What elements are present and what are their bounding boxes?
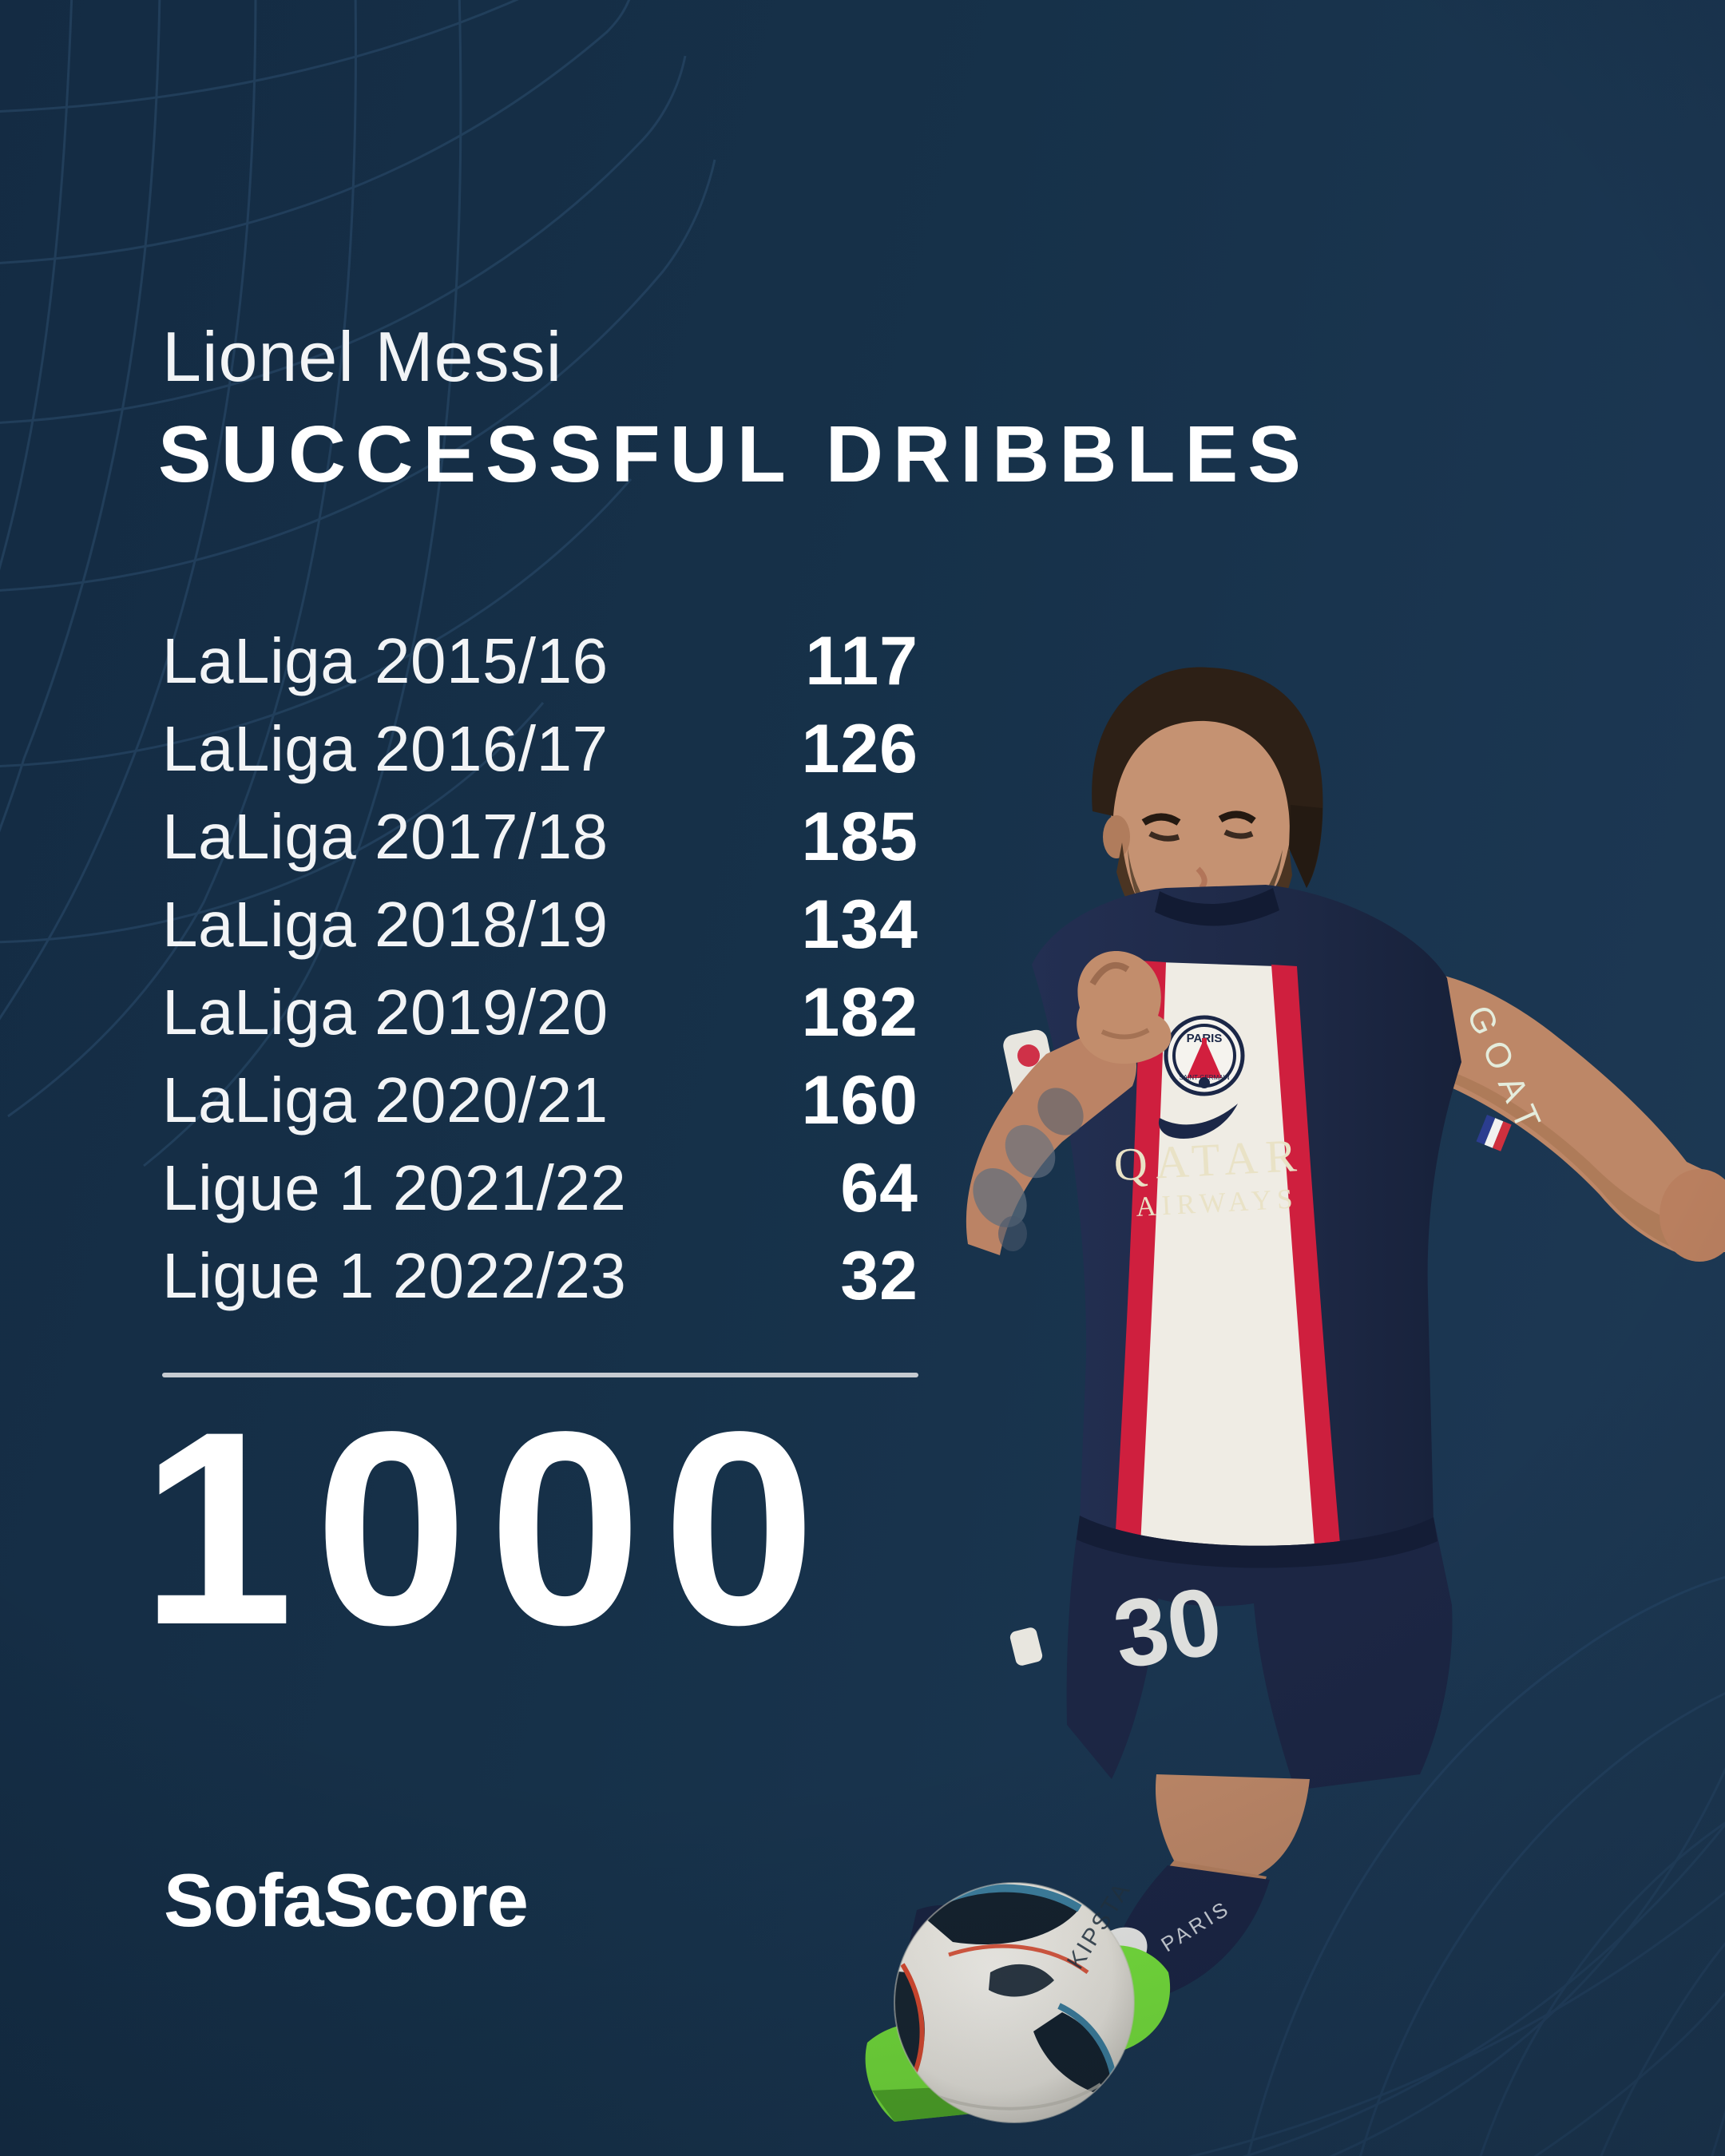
stat-row: Ligue 1 2022/23 32	[162, 1232, 918, 1320]
french-flag-icon	[1476, 1115, 1512, 1151]
mesh-bottom-right	[1187, 1575, 1725, 2156]
dribbles-value: 185	[801, 798, 918, 875]
season-label: Ligue 1 2022/23	[162, 1240, 627, 1311]
stat-row: LaLiga 2015/16 117	[162, 617, 918, 705]
stat-row: LaLiga 2016/17 126	[162, 705, 918, 793]
season-label: LaLiga 2019/20	[162, 977, 609, 1048]
sofascore-logo: SofaScore	[164, 1858, 529, 1942]
extended-arm	[1431, 973, 1725, 1262]
dribbles-value: 64	[840, 1149, 918, 1227]
dribbles-value: 182	[801, 973, 918, 1051]
stat-row: Ligue 1 2021/22 64	[162, 1144, 918, 1232]
stats-list: LaLiga 2015/16 117 LaLiga 2016/17 126 La…	[162, 617, 918, 1320]
page-title: SUCCESSFUL DRIBBLES	[158, 410, 1311, 499]
divider-line	[162, 1373, 918, 1377]
shorts-number: 30	[1107, 1567, 1229, 1689]
total-dribbles: 1000	[141, 1375, 837, 1682]
dribbles-value: 160	[801, 1061, 918, 1139]
season-label: LaLiga 2015/16	[162, 625, 609, 696]
ball: KIPSTA	[894, 1877, 1136, 2123]
psg-crest-icon: PARIS SAINT-GERMAIN	[1164, 1015, 1245, 1096]
season-label: LaLiga 2016/17	[162, 713, 609, 784]
svg-text:SAINT-GERMAIN: SAINT-GERMAIN	[1179, 1074, 1229, 1081]
nike-swoosh-icon	[1158, 1104, 1238, 1139]
season-label: Ligue 1 2021/22	[162, 1152, 627, 1223]
dribbles-value: 117	[805, 622, 918, 700]
mesh-top-left	[0, 0, 716, 1167]
shorts: 30	[1009, 1516, 1453, 1790]
season-label: LaLiga 2018/19	[162, 889, 609, 960]
stat-row: LaLiga 2017/18 185	[162, 793, 918, 881]
dribbles-value: 32	[840, 1237, 918, 1314]
stat-row: LaLiga 2019/20 182	[162, 969, 918, 1056]
stat-row: LaLiga 2020/21 160	[162, 1056, 918, 1144]
dribbles-value: 134	[801, 886, 918, 963]
stat-row: LaLiga 2018/19 134	[162, 881, 918, 969]
dribbles-value: 126	[801, 710, 918, 787]
season-label: LaLiga 2020/21	[162, 1064, 609, 1135]
shorts-crest-icon	[1009, 1627, 1043, 1666]
svg-text:QATAR: QATAR	[1112, 1129, 1306, 1191]
player-name: Lionel Messi	[162, 317, 563, 396]
season-label: LaLiga 2017/18	[162, 801, 609, 872]
jersey-sponsor: QATAR AIRWAYS	[1112, 1129, 1306, 1223]
bent-arm	[966, 950, 1172, 1255]
